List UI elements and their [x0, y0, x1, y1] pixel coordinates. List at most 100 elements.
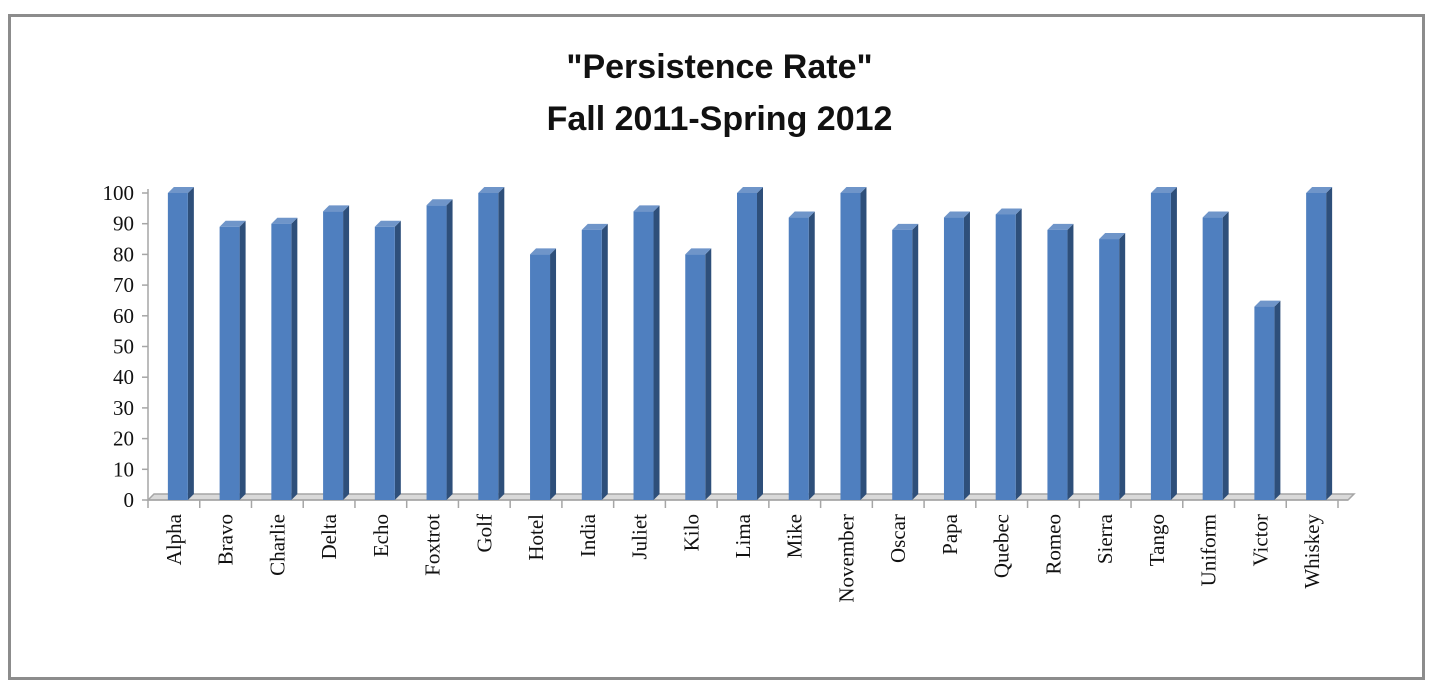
- x-category-label: Kilo: [679, 514, 703, 551]
- x-category-label: Oscar: [886, 514, 910, 563]
- y-tick-label: 80: [113, 242, 134, 266]
- x-category-label: Charlie: [265, 514, 289, 576]
- bar-hotel: [530, 254, 551, 500]
- bar-top: [737, 187, 763, 193]
- bar-delta: [323, 211, 344, 501]
- y-tick-label: 0: [124, 488, 135, 512]
- x-category-label: Golf: [472, 514, 496, 553]
- bar-side: [498, 187, 505, 500]
- bar-top: [943, 211, 970, 218]
- bar-whiskey: [1306, 193, 1327, 500]
- bar-side: [291, 217, 298, 500]
- bar-side: [912, 223, 919, 500]
- bar-side: [1326, 187, 1333, 500]
- x-category-label: Hotel: [524, 514, 548, 561]
- bar-uniform: [1202, 217, 1223, 500]
- bar-romeo: [1047, 229, 1068, 500]
- bar-top: [219, 220, 246, 227]
- bar-top: [1150, 187, 1177, 193]
- bar-side: [808, 211, 815, 500]
- bar-victor: [1254, 306, 1275, 500]
- x-category-label: November: [834, 514, 858, 603]
- bar-top: [788, 211, 815, 218]
- bar-top: [426, 199, 453, 206]
- x-category-label: Uniform: [1197, 514, 1221, 586]
- bar-top: [995, 208, 1022, 215]
- bar-lima: [737, 193, 757, 500]
- bar-juliet: [633, 211, 654, 501]
- x-category-label: Quebec: [990, 514, 1014, 578]
- bar-side: [1274, 300, 1281, 500]
- x-category-label: Juliet: [628, 514, 652, 560]
- bar-side: [343, 205, 350, 501]
- bar-side: [1067, 223, 1074, 500]
- y-tick-label: 30: [113, 396, 134, 420]
- x-category-label: Lima: [731, 513, 755, 558]
- bar-side: [446, 199, 453, 500]
- bar-top: [581, 223, 608, 230]
- bar-golf: [478, 193, 499, 500]
- bar-side: [1222, 211, 1229, 500]
- bar-top: [323, 205, 350, 212]
- x-category-label: Foxtrot: [421, 514, 445, 576]
- bar-side: [963, 211, 970, 500]
- x-category-label: Tango: [1145, 514, 1169, 566]
- bar-oscar: [892, 229, 913, 500]
- bar-side: [239, 220, 246, 500]
- bar-papa: [943, 217, 964, 500]
- bar-mike: [788, 217, 809, 500]
- bar-side: [550, 248, 557, 500]
- x-category-label: Echo: [369, 514, 393, 557]
- y-tick-label: 90: [113, 212, 134, 236]
- bar-november: [840, 193, 861, 500]
- x-category-label: India: [576, 513, 600, 557]
- bar-top: [633, 205, 660, 212]
- bar-echo: [374, 226, 395, 500]
- bar-side: [705, 248, 712, 500]
- bar-top: [840, 187, 867, 193]
- bar-side: [1170, 187, 1177, 500]
- x-category-label: Delta: [317, 513, 341, 559]
- bar-side: [653, 205, 660, 501]
- bar-tango: [1150, 193, 1171, 500]
- bar-foxtrot: [426, 205, 447, 500]
- bar-top: [271, 217, 298, 224]
- x-category-label: Romeo: [1041, 514, 1065, 575]
- bar-top: [167, 187, 194, 193]
- bar-side: [860, 187, 867, 500]
- bar-top: [1202, 211, 1229, 218]
- y-tick-label: 10: [113, 457, 134, 481]
- x-category-label: Mike: [783, 514, 807, 558]
- bar-top: [530, 248, 557, 255]
- x-category-label: Bravo: [214, 514, 238, 565]
- bar-top: [1047, 223, 1074, 230]
- bar-bravo: [219, 226, 240, 500]
- y-tick-label: 60: [113, 304, 134, 328]
- chart-title-line-1: "Persistence Rate": [566, 48, 873, 86]
- bar-top: [1254, 300, 1281, 307]
- bar-top: [478, 187, 505, 193]
- chart-title-line-2: Fall 2011-Spring 2012: [546, 100, 893, 138]
- y-tick-label: 20: [113, 427, 134, 451]
- y-tick-label: 70: [113, 273, 134, 297]
- bar-side: [1015, 208, 1022, 501]
- x-category-label: Papa: [938, 513, 962, 555]
- x-category-label: Victor: [1248, 514, 1272, 566]
- bar-top: [374, 220, 401, 227]
- bar-side: [601, 223, 608, 500]
- y-tick-label: 100: [103, 181, 135, 205]
- bar-top: [1306, 187, 1333, 193]
- x-category-label: Sierra: [1093, 513, 1117, 564]
- bar-top: [892, 223, 919, 230]
- bar-side: [394, 220, 401, 500]
- bar-top: [685, 248, 712, 255]
- x-category-label: Whiskey: [1300, 514, 1324, 589]
- bar-side: [1119, 233, 1126, 501]
- bar-alpha: [167, 193, 188, 500]
- bar-side: [757, 187, 763, 500]
- bar-kilo: [685, 254, 706, 500]
- bar-sierra: [1099, 239, 1120, 501]
- bar-charlie: [271, 223, 292, 500]
- y-tick-label: 40: [113, 365, 134, 389]
